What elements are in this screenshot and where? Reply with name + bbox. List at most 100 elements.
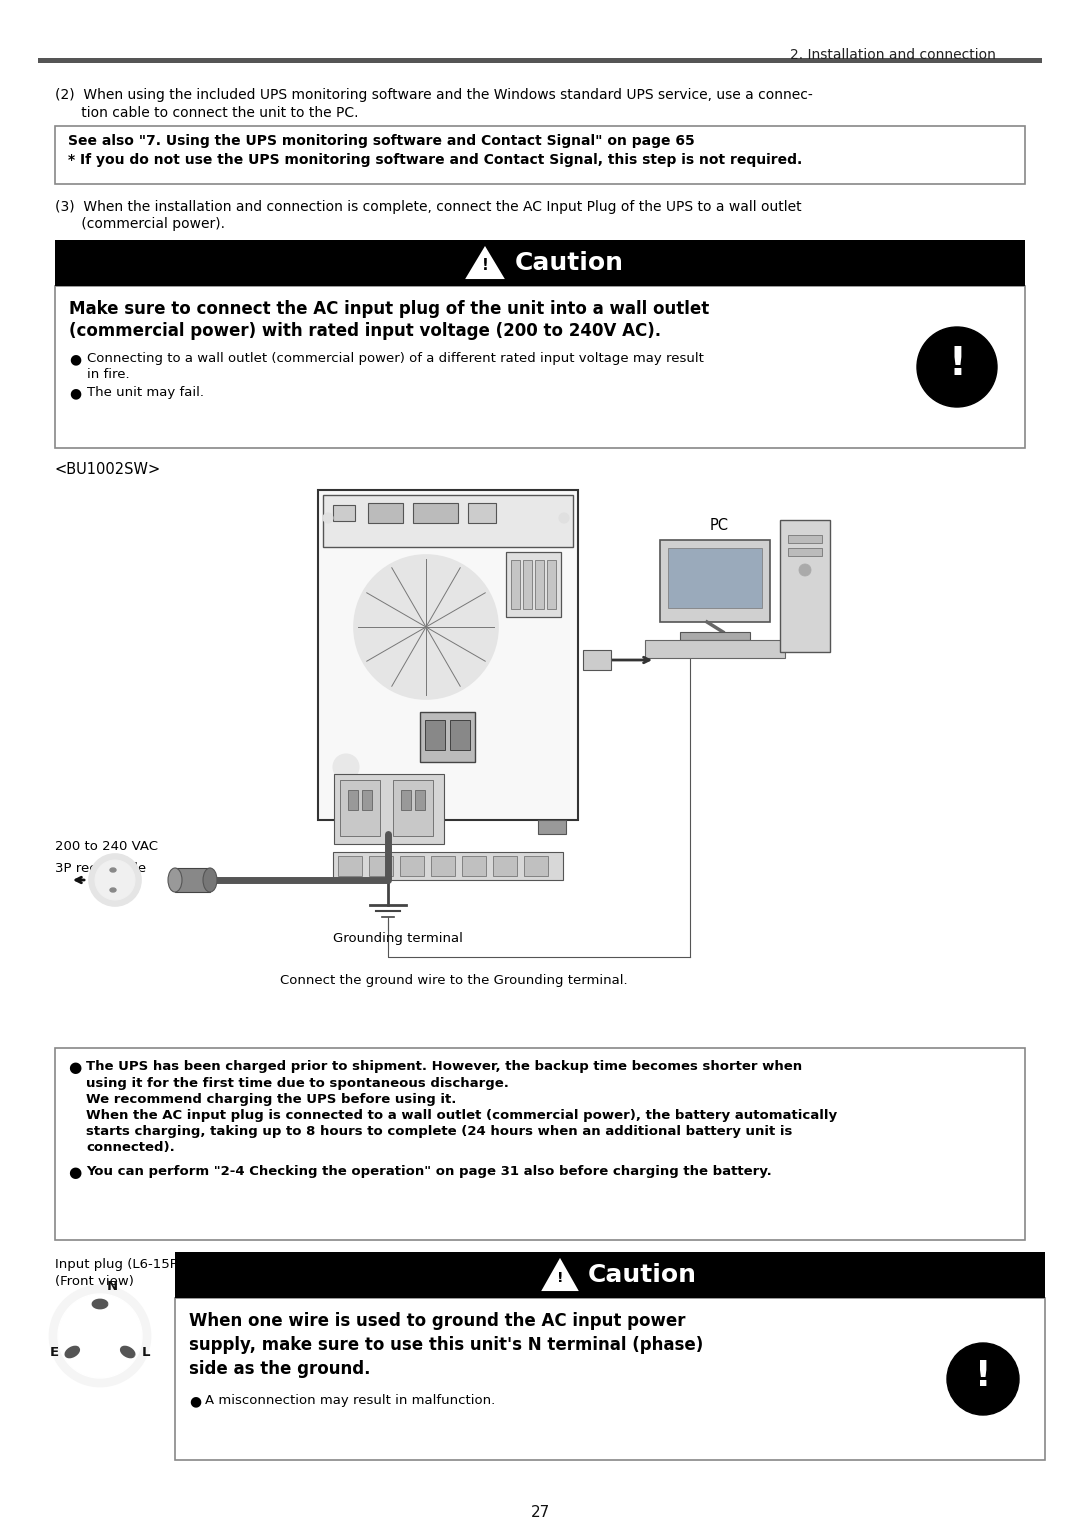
- Text: Make sure to connect the AC input plug of the unit into a wall outlet: Make sure to connect the AC input plug o…: [69, 301, 710, 317]
- Bar: [55, 1048, 1025, 1241]
- Text: <BU1002SW>: <BU1002SW>: [55, 462, 161, 478]
- Text: !: !: [975, 1360, 991, 1393]
- Circle shape: [799, 565, 811, 575]
- Text: Connect the ground wire to the Grounding terminal.: Connect the ground wire to the Grounding…: [280, 974, 627, 987]
- Text: We recommend charging the UPS before using it.: We recommend charging the UPS before usi…: [86, 1093, 457, 1106]
- Bar: [318, 490, 578, 819]
- Text: L: L: [141, 1346, 150, 1358]
- Circle shape: [917, 327, 997, 407]
- Bar: [55, 240, 1025, 285]
- Text: ●: ●: [189, 1393, 201, 1408]
- Text: !: !: [557, 1271, 564, 1285]
- Text: Input plug (L6-15P): Input plug (L6-15P): [55, 1257, 183, 1271]
- Bar: [645, 639, 785, 658]
- Bar: [334, 774, 444, 844]
- Text: You can perform "2-4 Checking the operation" on page 31 also before charging the: You can perform "2-4 Checking the operat…: [86, 1164, 772, 1178]
- Bar: [362, 790, 372, 810]
- Circle shape: [95, 861, 135, 900]
- Bar: [583, 650, 611, 670]
- Bar: [511, 560, 519, 609]
- Bar: [660, 540, 770, 623]
- Bar: [413, 504, 458, 523]
- Bar: [788, 536, 822, 543]
- Text: * If you do not use the UPS monitoring software and Contact Signal, this step is: * If you do not use the UPS monitoring s…: [68, 153, 802, 166]
- Text: ●: ●: [68, 1061, 81, 1074]
- Text: supply, make sure to use this unit's N terminal (phase): supply, make sure to use this unit's N t…: [189, 1335, 703, 1354]
- Bar: [340, 780, 380, 836]
- Text: ●: ●: [68, 1164, 81, 1180]
- Bar: [546, 560, 556, 609]
- Bar: [450, 720, 470, 749]
- Ellipse shape: [110, 888, 116, 893]
- Bar: [431, 856, 455, 876]
- Text: ●: ●: [69, 353, 81, 366]
- Text: connected).: connected).: [86, 1141, 175, 1154]
- Text: starts charging, taking up to 8 hours to complete (24 hours when an additional b: starts charging, taking up to 8 hours to…: [86, 1125, 793, 1138]
- Bar: [175, 868, 210, 893]
- Text: using it for the first time due to spontaneous discharge.: using it for the first time due to spont…: [86, 1077, 509, 1090]
- Text: tion cable to connect the unit to the PC.: tion cable to connect the unit to the PC…: [55, 105, 359, 121]
- Polygon shape: [543, 1260, 577, 1289]
- Text: Connecting to a wall outlet (commercial power) of a different rated input voltag: Connecting to a wall outlet (commercial …: [87, 353, 704, 365]
- Circle shape: [333, 754, 359, 780]
- Bar: [426, 720, 445, 749]
- Bar: [400, 856, 424, 876]
- Bar: [462, 856, 486, 876]
- Ellipse shape: [121, 1347, 134, 1357]
- Text: A misconnection may result in malfunction.: A misconnection may result in malfunctio…: [205, 1393, 496, 1407]
- Bar: [535, 560, 544, 609]
- Bar: [788, 548, 822, 555]
- Bar: [415, 790, 426, 810]
- Circle shape: [89, 855, 141, 906]
- Circle shape: [58, 1294, 141, 1378]
- Text: ●: ●: [69, 386, 81, 400]
- Text: When one wire is used to ground the AC input power: When one wire is used to ground the AC i…: [189, 1312, 686, 1331]
- Text: Caution: Caution: [515, 250, 624, 275]
- Text: (commercial power).: (commercial power).: [55, 217, 225, 230]
- Bar: [323, 494, 573, 546]
- Bar: [55, 127, 1025, 185]
- Text: 2. Installation and connection: 2. Installation and connection: [789, 47, 996, 63]
- Bar: [507, 552, 561, 617]
- Text: Grounding terminal: Grounding terminal: [333, 932, 463, 945]
- Text: The unit may fail.: The unit may fail.: [87, 386, 204, 398]
- Text: N: N: [107, 1279, 118, 1293]
- Text: The UPS has been charged prior to shipment. However, the backup time becomes sho: The UPS has been charged prior to shipme…: [86, 1061, 802, 1073]
- Polygon shape: [467, 249, 503, 278]
- Ellipse shape: [203, 868, 217, 893]
- Bar: [38, 58, 1042, 63]
- Circle shape: [947, 1343, 1020, 1415]
- Bar: [338, 856, 362, 876]
- Bar: [369, 856, 393, 876]
- Text: 3P receptacle: 3P receptacle: [55, 862, 146, 874]
- Bar: [393, 780, 433, 836]
- Ellipse shape: [66, 1347, 79, 1357]
- Text: !: !: [948, 345, 966, 383]
- Bar: [348, 790, 357, 810]
- Bar: [343, 819, 372, 835]
- Bar: [524, 856, 548, 876]
- Text: (2)  When using the included UPS monitoring software and the Windows standard UP: (2) When using the included UPS monitori…: [55, 89, 813, 102]
- Text: 200 to 240 VAC: 200 to 240 VAC: [55, 839, 158, 853]
- Text: PC: PC: [710, 517, 729, 533]
- Bar: [368, 504, 403, 523]
- Text: 27: 27: [530, 1505, 550, 1520]
- Bar: [420, 713, 475, 761]
- Text: (3)  When the installation and connection is complete, connect the AC Input Plug: (3) When the installation and connection…: [55, 200, 801, 214]
- Bar: [669, 548, 762, 607]
- Text: side as the ground.: side as the ground.: [189, 1360, 370, 1378]
- Bar: [780, 520, 831, 652]
- Bar: [538, 819, 566, 835]
- Ellipse shape: [110, 868, 116, 871]
- Ellipse shape: [93, 1300, 107, 1308]
- Text: E: E: [50, 1346, 58, 1358]
- Circle shape: [50, 1286, 150, 1386]
- Bar: [175, 1299, 1045, 1460]
- Text: When the AC input plug is connected to a wall outlet (commercial power), the bat: When the AC input plug is connected to a…: [86, 1109, 837, 1122]
- Text: in fire.: in fire.: [87, 368, 130, 382]
- Text: (commercial power) with rated input voltage (200 to 240V AC).: (commercial power) with rated input volt…: [69, 322, 661, 340]
- Text: (Front view): (Front view): [55, 1276, 134, 1288]
- Text: Caution: Caution: [588, 1264, 697, 1286]
- Bar: [55, 285, 1025, 449]
- Text: !: !: [482, 258, 488, 273]
